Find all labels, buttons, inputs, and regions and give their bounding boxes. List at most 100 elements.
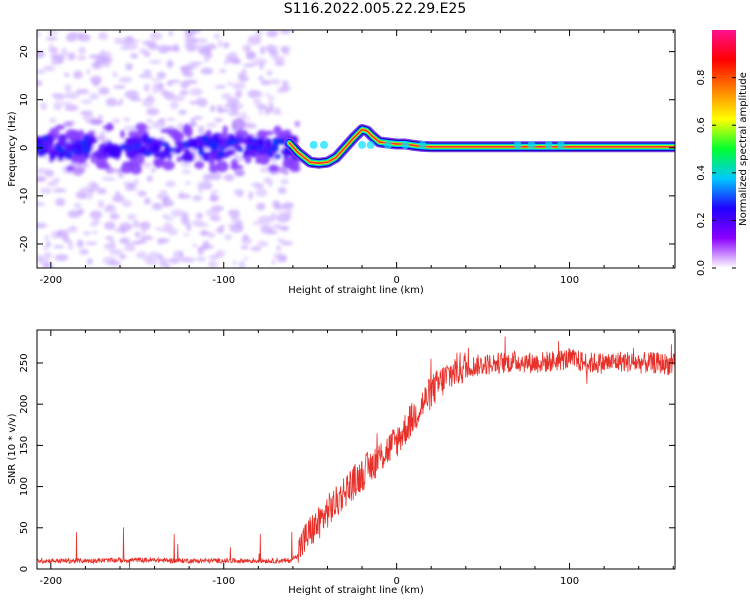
noise-blob-faint xyxy=(40,188,52,194)
noise-blob-faint xyxy=(256,188,268,196)
noise-blob-faint xyxy=(115,191,120,197)
ridge-bump xyxy=(367,141,375,149)
noise-blob-strong xyxy=(238,148,243,153)
noise-blob-faint xyxy=(77,55,86,60)
noise-blob xyxy=(90,119,103,125)
noise-blob-faint xyxy=(234,189,239,195)
noise-blob xyxy=(135,154,145,165)
noise-blob-strong xyxy=(198,148,204,156)
noise-blob xyxy=(64,142,74,148)
noise-blob-faint xyxy=(56,230,68,238)
noise-blob-strong xyxy=(248,144,254,148)
noise-blob-faint xyxy=(64,73,69,78)
noise-blob-faint xyxy=(251,247,262,252)
noise-blob-faint xyxy=(159,190,168,194)
noise-blob-faint xyxy=(270,105,274,113)
noise-blob-faint xyxy=(209,172,222,180)
noise-blob-faint xyxy=(169,258,180,264)
noise-blob-faint xyxy=(157,72,167,79)
noise-blob-faint xyxy=(227,82,233,86)
colorbar-tick-label: 0.4 xyxy=(696,165,707,181)
noise-blob-faint xyxy=(171,95,185,101)
noise-blob-faint xyxy=(53,245,64,248)
noise-blob-faint xyxy=(144,198,151,205)
noise-blob-faint xyxy=(193,195,201,201)
noise-blob-faint xyxy=(178,109,186,115)
noise-blob xyxy=(279,130,289,137)
noise-blob-faint xyxy=(210,216,222,221)
ridge-bump xyxy=(320,141,328,149)
noise-blob-faint xyxy=(93,231,97,234)
noise-blob-faint xyxy=(268,179,272,187)
spectrogram-xlabel: Height of straight line (km) xyxy=(288,285,424,296)
noise-blob-faint xyxy=(87,258,93,265)
noise-blob-faint xyxy=(73,71,83,79)
noise-blob-faint xyxy=(277,212,289,220)
noise-blob-strong xyxy=(216,152,225,157)
noise-blob-faint xyxy=(112,118,120,124)
noise-blob xyxy=(131,137,144,141)
noise-blob-faint xyxy=(119,77,132,83)
noise-blob-faint xyxy=(77,208,84,214)
noise-blob-faint xyxy=(151,79,162,82)
noise-blob-faint xyxy=(165,180,176,187)
spectrogram-ytick-label: 10 xyxy=(19,93,30,106)
noise-blob-faint xyxy=(100,131,104,140)
noise-blob xyxy=(289,166,300,172)
ridge-bump xyxy=(545,141,553,149)
noise-blob-faint xyxy=(272,56,281,60)
noise-blob-faint xyxy=(214,118,223,122)
noise-blob-faint xyxy=(265,93,270,96)
noise-blob-faint xyxy=(178,194,191,199)
noise-blob-faint xyxy=(227,98,239,105)
noise-blob xyxy=(244,150,250,155)
noise-blob-faint xyxy=(273,253,284,259)
noise-blob-strong xyxy=(220,146,225,150)
noise-blob-faint xyxy=(253,99,262,105)
noise-blob-faint xyxy=(52,178,60,183)
noise-blob-strong xyxy=(81,148,90,152)
noise-blob-faint xyxy=(97,188,107,194)
noise-blob-faint xyxy=(127,214,137,220)
ridge-bump xyxy=(557,141,565,149)
noise-blob-faint xyxy=(220,225,225,229)
colorbar-tick-label: 0.8 xyxy=(696,70,707,86)
noise-blob xyxy=(120,164,133,174)
noise-blob-faint xyxy=(270,79,280,85)
noise-blob-faint xyxy=(201,67,214,74)
noise-blob-faint xyxy=(240,246,248,250)
noise-blob-faint xyxy=(274,201,282,210)
noise-blob-faint xyxy=(258,76,263,80)
noise-blob-faint xyxy=(276,245,281,252)
noise-blob-faint xyxy=(104,243,116,250)
noise-blob-faint xyxy=(166,82,173,86)
noise-blob-faint xyxy=(147,119,153,124)
noise-blob-faint xyxy=(219,69,226,73)
noise-blob-faint xyxy=(66,227,78,233)
snr-ytick-label: 250 xyxy=(19,353,30,372)
noise-blob-faint xyxy=(49,47,59,53)
noise-blob-faint xyxy=(54,93,65,101)
noise-blob-faint xyxy=(274,62,284,66)
noise-blob-faint xyxy=(180,65,194,71)
noise-blob-faint xyxy=(208,261,217,269)
noise-blob-faint xyxy=(77,34,90,42)
noise-blob-faint xyxy=(35,32,41,37)
colorbar-gradient xyxy=(712,30,736,268)
noise-blob xyxy=(73,167,83,176)
noise-blob-faint xyxy=(184,44,197,49)
noise-blob-faint xyxy=(110,213,120,220)
noise-blob-faint xyxy=(182,169,191,174)
noise-blob-strong xyxy=(129,145,133,153)
noise-blob-faint xyxy=(104,221,115,230)
noise-blob-faint xyxy=(150,32,163,40)
noise-blob-faint xyxy=(73,203,81,208)
noise-blob-faint xyxy=(43,253,52,258)
noise-blob-faint xyxy=(155,227,161,231)
noise-blob-faint xyxy=(36,69,45,74)
noise-blob-strong xyxy=(42,136,49,142)
noise-blob-faint xyxy=(53,54,66,60)
noise-blob-faint xyxy=(282,80,288,86)
noise-blob-faint xyxy=(89,223,97,227)
noise-blob xyxy=(232,120,237,131)
